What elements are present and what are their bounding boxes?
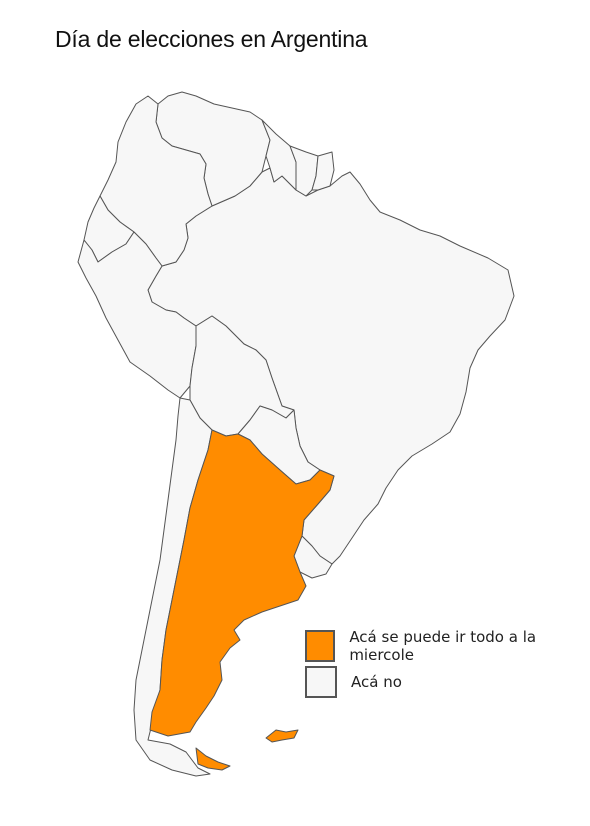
legend-label-highlight: Acá se puede ir todo a la miercole xyxy=(349,628,537,664)
legend-item-other: Acá no xyxy=(305,664,590,700)
region-colombia[interactable] xyxy=(99,95,213,267)
region-peru[interactable] xyxy=(77,231,197,399)
map-title: Día de elecciones en Argentina xyxy=(55,26,368,52)
region-french-guiana[interactable] xyxy=(311,151,335,191)
legend-swatch-highlight xyxy=(305,630,336,662)
legend-swatch-other xyxy=(305,666,337,698)
legend: Acá se puede ir todo a la miercole Acá n… xyxy=(305,628,590,700)
legend-item-highlight: Acá se puede ir todo a la miercole xyxy=(305,628,590,664)
region-falkland-islands[interactable] xyxy=(265,729,299,743)
legend-label-other: Acá no xyxy=(351,673,402,691)
region-tierra-del-fuego[interactable] xyxy=(195,747,231,771)
region-argentina[interactable] xyxy=(149,429,335,737)
region-guyana[interactable] xyxy=(261,119,297,191)
